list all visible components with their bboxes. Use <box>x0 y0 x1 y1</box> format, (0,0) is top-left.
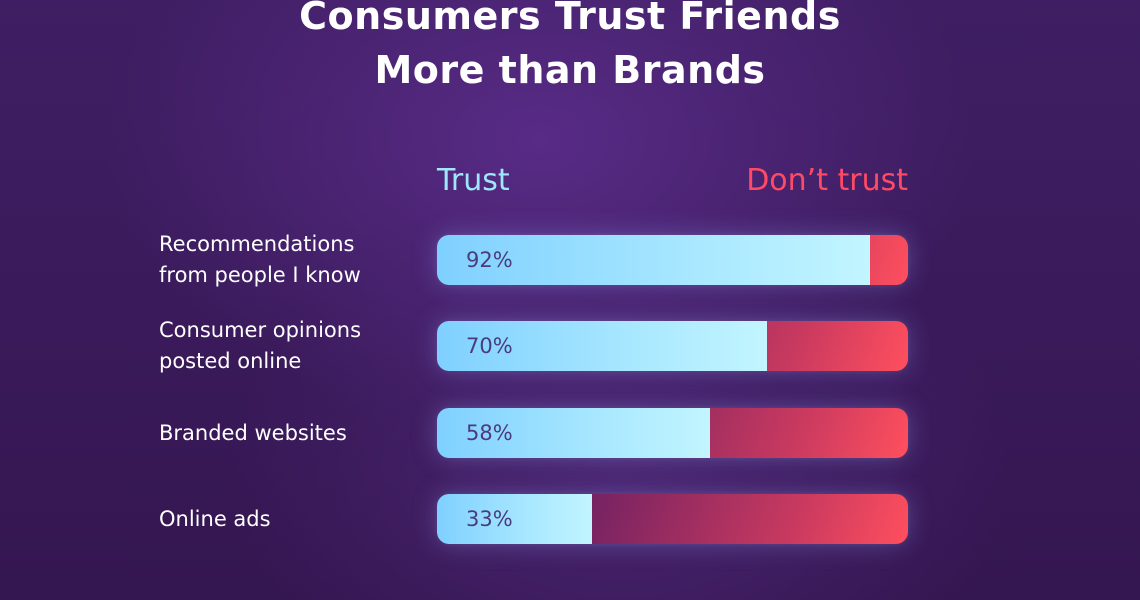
category-label-line: Online ads <box>159 506 271 531</box>
bar-trust <box>437 235 870 285</box>
data-label: 58% <box>466 421 513 445</box>
legend-trust: Trust <box>437 163 510 198</box>
bar-trust <box>437 494 592 544</box>
category-label: Branded websites <box>159 418 419 449</box>
chart-title-line-2: More than Brands <box>374 48 766 92</box>
category-label: Online ads <box>159 504 419 535</box>
data-label: 33% <box>466 507 513 531</box>
chart-title-line-1: Consumers Trust Friends <box>299 0 841 38</box>
category-label-line: from people I know <box>159 263 361 287</box>
data-label: 92% <box>466 248 513 272</box>
bar-trust <box>437 408 710 458</box>
category-label: Recommendations from people I know <box>159 229 419 291</box>
bar-dont-trust: 58% <box>437 408 908 458</box>
data-label: 70% <box>466 334 513 358</box>
legend-dont-trust: Don’t trust <box>746 163 908 198</box>
category-label-line: Recommendations <box>159 232 355 256</box>
category-label-line: Consumer opinions <box>159 318 362 342</box>
bar-dont-trust: 70% <box>437 321 908 371</box>
category-label-line: Branded websites <box>159 420 347 445</box>
category-label-line: posted online <box>159 349 302 373</box>
bar-trust <box>437 321 767 371</box>
bar-dont-trust: 92% <box>437 235 908 285</box>
category-label: Consumer opinions posted online <box>159 315 419 377</box>
bar-dont-trust: 33% <box>437 494 908 544</box>
